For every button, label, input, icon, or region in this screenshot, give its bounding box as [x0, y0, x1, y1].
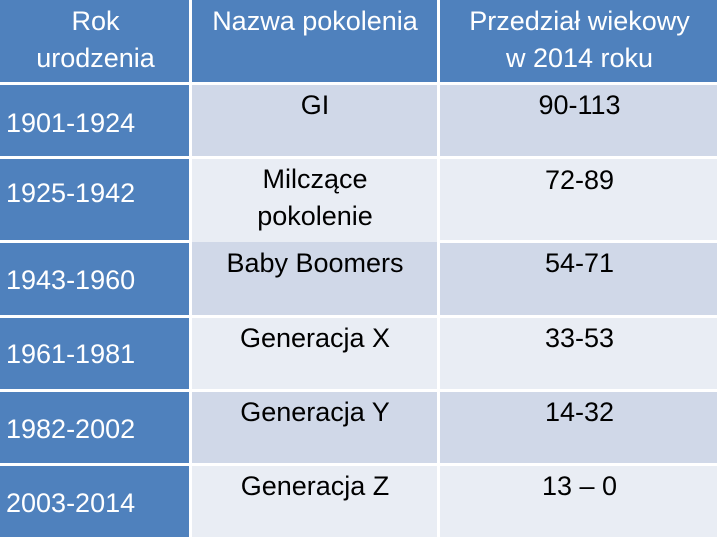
row-5-name: Generacja Y	[191, 391, 439, 465]
row-6-years: 2003-2014	[0, 465, 191, 540]
row-divider	[439, 240, 720, 243]
row-2-name-line2: pokolenie	[257, 201, 373, 231]
header-age-range: Przedział wiekowy w 2014 roku	[439, 0, 720, 84]
row-5-years: 1982-2002	[0, 391, 191, 465]
row-3-age: 54-71	[439, 242, 720, 317]
row-6-name: Generacja Z	[191, 465, 439, 540]
header-generation-name-text: Nazwa pokolenia	[212, 6, 418, 36]
row-5-age: 14-32	[439, 391, 720, 465]
row-3-years: 1943-1960	[0, 242, 191, 317]
row-4-years-text: 1961-1981	[6, 339, 136, 369]
row-6-years-text: 2003-2014	[6, 488, 136, 518]
row-1-name-text: GI	[300, 90, 330, 120]
row-5-years-text: 1982-2002	[6, 414, 136, 444]
header-birth-year-line1: Rok	[71, 6, 120, 36]
row-2-name-line1: Milczące	[262, 164, 368, 194]
header-generation-name: Nazwa pokolenia	[191, 0, 439, 84]
row-1-years: 1901-1924	[0, 84, 191, 158]
row-2-years-text: 1925-1942	[6, 178, 136, 208]
header-age-range-line1: Przedział wiekowy	[469, 6, 690, 36]
row-1-age-text: 90-113	[538, 90, 621, 120]
row-2-name: Milczące pokolenie	[191, 158, 439, 242]
row-4-name-text: Generacja X	[239, 323, 391, 353]
row-6-age: 13 – 0	[439, 465, 720, 540]
header-age-range-line2: w 2014 roku	[505, 43, 654, 73]
header-birth-year-line2: urodzenia	[36, 43, 155, 73]
row-divider	[0, 537, 720, 540]
column-divider	[717, 0, 720, 540]
row-4-name: Generacja X	[191, 317, 439, 391]
column-divider	[189, 0, 192, 540]
row-6-age-text: 13 – 0	[541, 471, 618, 501]
row-6-name-text: Generacja Z	[240, 471, 390, 501]
row-divider	[0, 389, 720, 392]
row-4-age: 33-53	[439, 317, 720, 391]
row-1-name: GI	[191, 84, 439, 158]
row-5-age-text: 14-32	[544, 397, 615, 427]
header-birth-year: Rok urodzenia	[0, 0, 191, 84]
row-3-name: Baby Boomers	[191, 242, 439, 317]
row-4-age-text: 33-53	[544, 323, 615, 353]
row-divider	[0, 82, 720, 85]
row-4-years: 1961-1981	[0, 317, 191, 391]
column-divider	[437, 0, 440, 540]
row-2-age: 72-89	[439, 158, 720, 242]
row-2-age-text: 72-89	[544, 165, 615, 195]
row-3-years-text: 1943-1960	[6, 265, 136, 295]
row-divider	[0, 156, 720, 159]
row-2-years: 1925-1942	[0, 158, 191, 242]
row-1-years-text: 1901-1924	[6, 108, 136, 138]
row-divider	[0, 463, 720, 466]
row-3-name-text: Baby Boomers	[226, 248, 404, 278]
row-divider	[0, 315, 720, 318]
row-divider	[0, 240, 191, 243]
row-5-name-text: Generacja Y	[240, 397, 390, 427]
row-3-age-text: 54-71	[544, 248, 615, 278]
row-1-age: 90-113	[439, 84, 720, 158]
